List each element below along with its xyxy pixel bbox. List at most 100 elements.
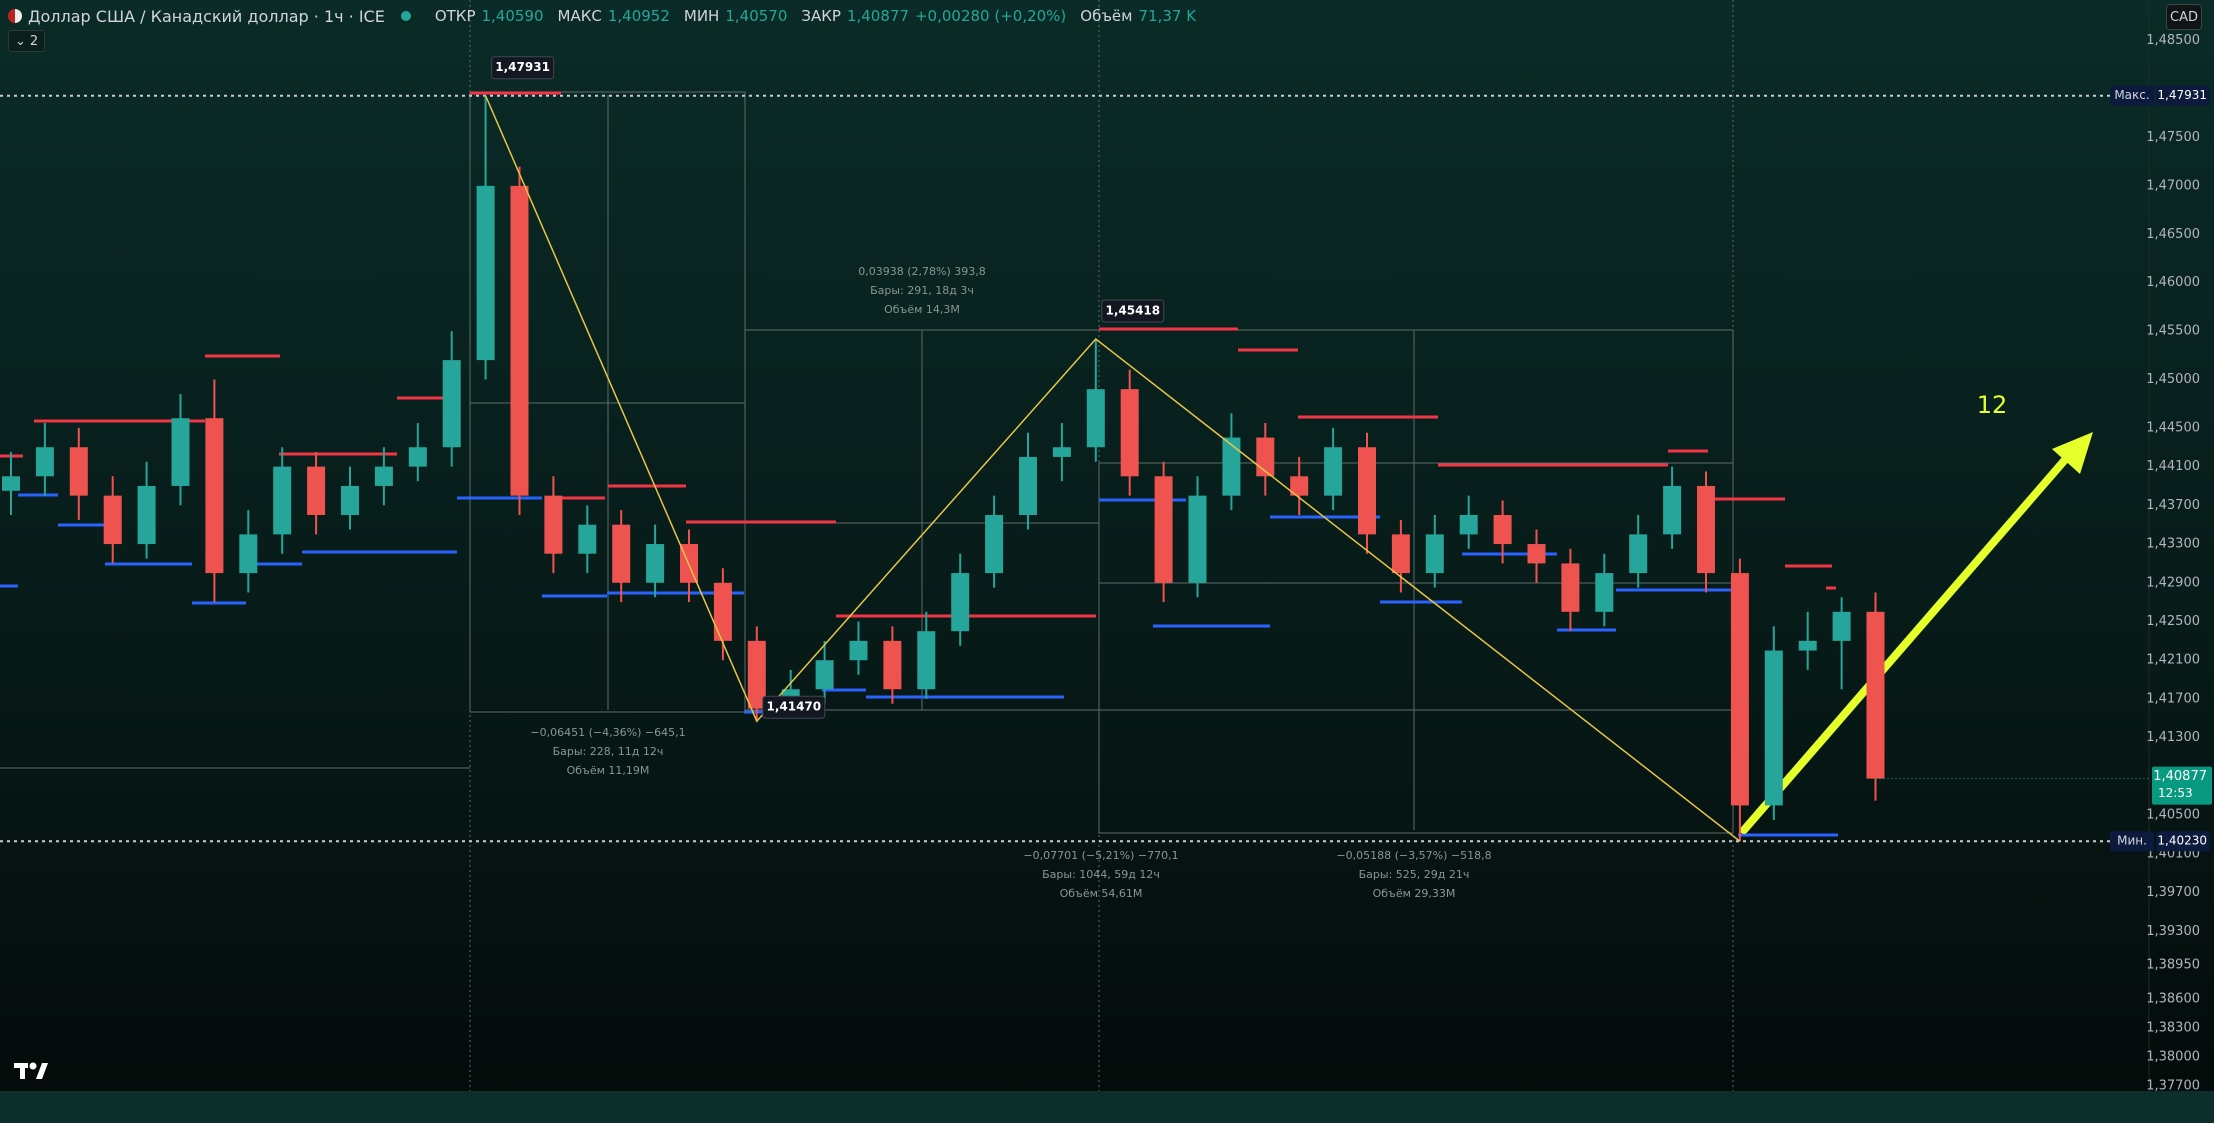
y-tick-label: 1,39300 (2146, 924, 2200, 939)
candle-body (1527, 544, 1546, 564)
indicators-toggle[interactable]: ⌄ 2 (8, 30, 46, 52)
candle-body (442, 360, 461, 448)
candle-body (917, 631, 936, 690)
candle-body (1730, 573, 1749, 806)
logo (14, 1062, 48, 1079)
measure-text: Бары: 228, 11д 12ч (553, 745, 664, 758)
candle-body (1290, 476, 1309, 496)
candle-body (69, 447, 88, 496)
high-value: 1,40952 (607, 7, 670, 25)
measure-text: −0,06451 (−4,36%) −645,1 (530, 726, 685, 739)
candle-body (1256, 437, 1275, 477)
marker-price: 1,47931 (2157, 88, 2207, 102)
close-value: 1,40877 (846, 7, 909, 25)
candle-body (612, 524, 631, 583)
candle-body (747, 640, 766, 709)
candle-body (1358, 447, 1376, 535)
candle-body (1595, 573, 1614, 612)
y-tick-label: 1,43700 (2146, 498, 2200, 513)
measure-text: Объём 54,61M (1060, 887, 1143, 900)
candle-body (883, 640, 902, 690)
resistance-levels (0, 91, 1836, 618)
y-tick-label: 1,39700 (2146, 885, 2200, 900)
candle-body (1459, 515, 1478, 535)
y-tick-label: 1,47000 (2146, 178, 2200, 193)
candle-body (103, 495, 122, 545)
y-tick-label: 1,38300 (2146, 1021, 2200, 1036)
candle-body (239, 534, 258, 574)
volume-label: Объём (1080, 7, 1133, 25)
volume-value: 71,37 K (1138, 7, 1197, 25)
y-tick-label: 1,42100 (2146, 653, 2200, 668)
candle-body (951, 573, 970, 632)
open-value: 1,40590 (481, 7, 544, 25)
status-dot (400, 11, 411, 21)
measure-text: Объём 11,19M (567, 764, 650, 777)
price-label-box (762, 695, 826, 719)
y-tick-label: 1,37700 (2146, 1079, 2200, 1094)
annotation: 12 (1977, 391, 2008, 419)
candle-body (1832, 611, 1851, 641)
candle-body (1493, 515, 1512, 545)
y-tick-label: 1,45000 (2146, 372, 2200, 387)
y-tick-label: 1,43300 (2146, 537, 2200, 552)
y-tick-label: 1,38000 (2146, 1050, 2200, 1065)
last-price-box (2152, 766, 2212, 805)
marker-price-box (2156, 831, 2210, 852)
candle-body (408, 447, 427, 467)
candle-body (1222, 437, 1241, 496)
price-label: 1,41470 (766, 700, 821, 714)
measure-text: 0,03938 (2,78%) 393,8 (858, 265, 986, 278)
candle-body (510, 185, 529, 496)
y-tick-label: 1,38600 (2146, 992, 2200, 1007)
y-tick-label: 1,46000 (2146, 275, 2200, 290)
y-tick-label: 1,46500 (2146, 227, 2200, 242)
y-tick-label: 1,40500 (2146, 808, 2200, 823)
measure-text: −0,05188 (−3,57%) −518,8 (1336, 849, 1491, 862)
price-label-box (491, 56, 555, 80)
flag-icon (8, 9, 22, 23)
y-tick-label: 1,48500 (2146, 33, 2200, 48)
symbol[interactable]: Доллар США / Канадский доллар · 1ч · ICE (28, 6, 385, 26)
candle-body (1188, 495, 1207, 583)
arrow-drawing (1740, 432, 2093, 834)
measure-text: Объём 14,3M (884, 303, 960, 316)
marker-title: Мин. (2117, 834, 2147, 848)
candle-body (544, 495, 563, 554)
currency-button[interactable]: CAD (2166, 4, 2202, 30)
price-label: 1,47931 (495, 60, 550, 74)
y-tick-label: 1,42900 (2146, 575, 2200, 590)
candle-body (1866, 611, 1885, 779)
y-tick-label: 1,47500 (2146, 130, 2200, 145)
high-label: МАКС (557, 7, 602, 25)
candle-body (1697, 485, 1715, 574)
y-tick-label: 1,41300 (2146, 730, 2200, 745)
marker-title-box (2110, 831, 2154, 852)
zigzag-line (484, 95, 1741, 842)
candle-body (578, 524, 597, 554)
indicators-count: 2 (29, 33, 39, 49)
candle-body (1086, 389, 1105, 448)
candle-body (1629, 534, 1648, 574)
y-tick-label: 1,42500 (2146, 614, 2200, 629)
candle-body (1561, 563, 1580, 612)
candle-body (1324, 447, 1343, 496)
bottom-bar (0, 1091, 2214, 1123)
price-label: 1,45418 (1105, 304, 1160, 318)
candle-body (273, 466, 292, 535)
candle-body (1120, 389, 1139, 477)
marker-price: 1,40230 (2157, 834, 2207, 848)
marker-title: Макс. (2114, 88, 2149, 102)
candle-body (307, 466, 326, 516)
candle-body (137, 485, 156, 545)
candle-body (1663, 485, 1682, 535)
low-value: 1,40570 (725, 7, 788, 25)
close-label: ЗАКР (801, 7, 841, 25)
marker-price-box (2156, 85, 2210, 106)
candle-body (1764, 650, 1783, 806)
candle-body (1052, 447, 1071, 457)
price-label-box (1101, 299, 1165, 323)
measure-text: Объём 29,33M (1373, 887, 1456, 900)
candle-body (1391, 534, 1410, 574)
